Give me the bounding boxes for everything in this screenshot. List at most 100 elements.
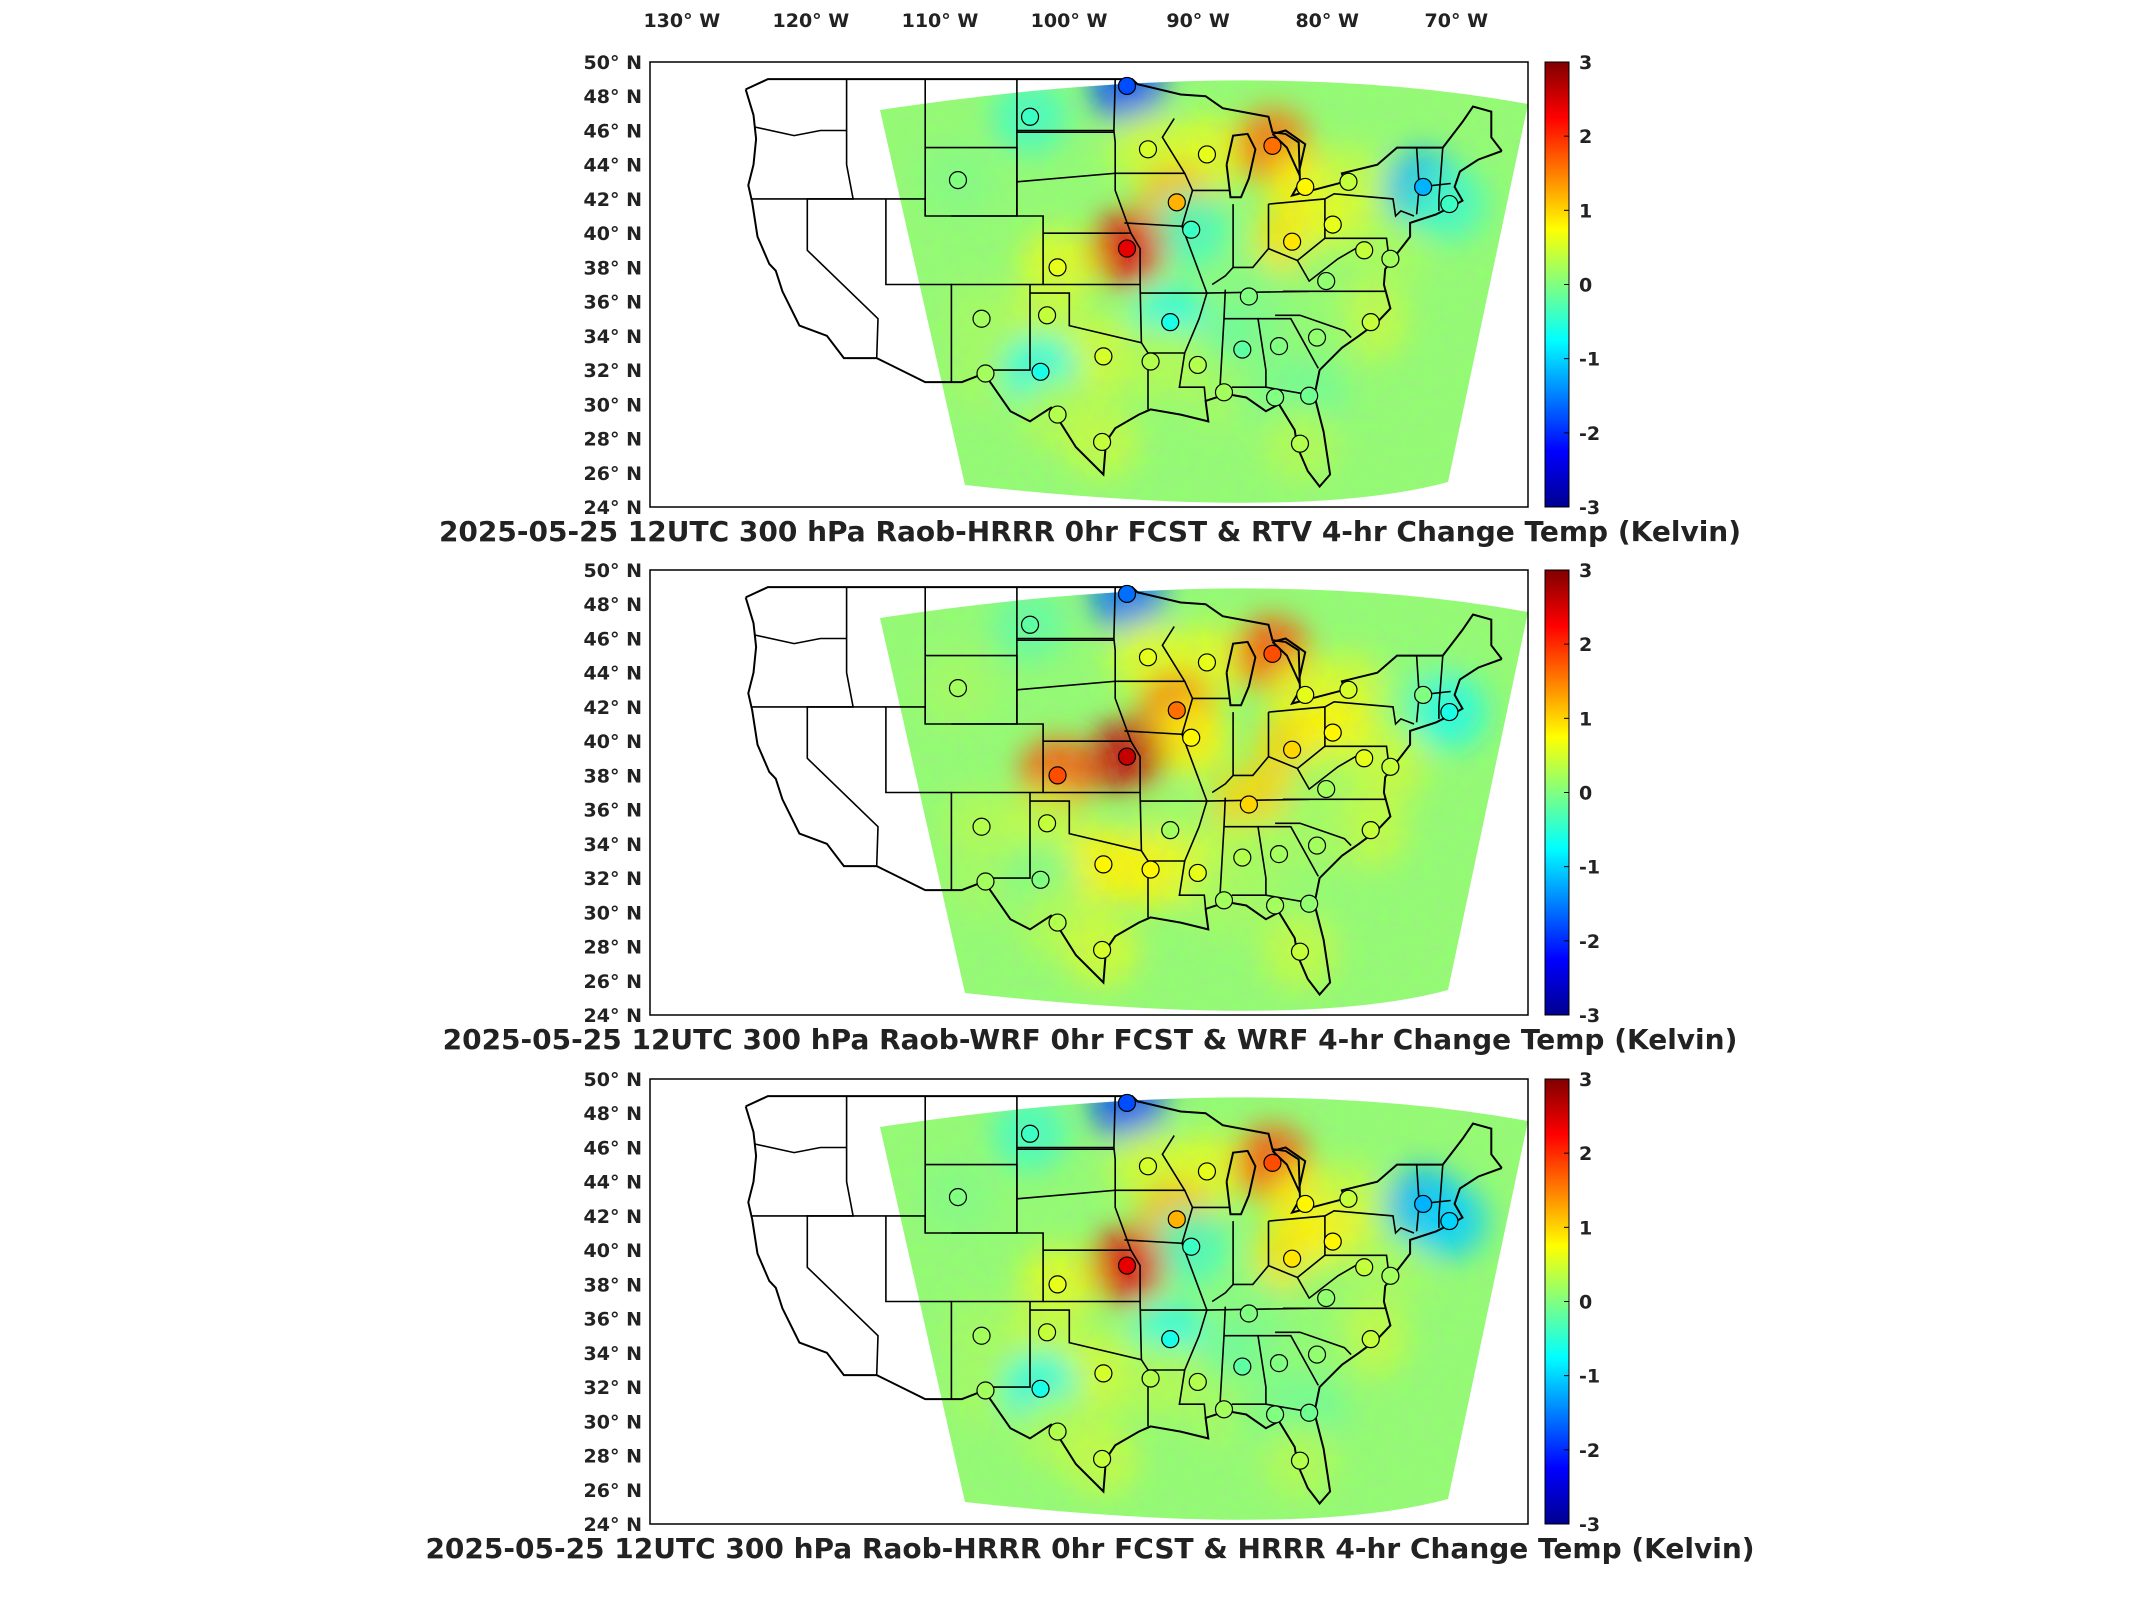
- station-marker: [1296, 685, 1315, 705]
- colorbar: 3 2 1 0 -1 -2 -3: [1544, 1069, 1600, 1536]
- station-marker: [1214, 1400, 1234, 1419]
- latitude-tick-label: 44° N: [584, 663, 642, 685]
- station-marker: [1323, 723, 1342, 742]
- map-frame: [649, 569, 1529, 1016]
- latitude-tick-label: 28° N: [584, 1446, 642, 1468]
- station-marker: [1117, 76, 1137, 96]
- station-marker: [1138, 140, 1158, 159]
- colorbar-tick-label: -2: [1579, 1440, 1600, 1462]
- longitude-tick-label: 110° W: [902, 10, 979, 32]
- map-panel: 50° N 48° N 46° N 44° N 42° N 40° N 38° N 36° N…: [425, 1069, 1754, 1565]
- station-marker: [1094, 347, 1113, 366]
- station-marker: [972, 817, 991, 836]
- station-marker: [1117, 1093, 1137, 1113]
- station-marker: [1355, 749, 1374, 768]
- station-marker: [1141, 1369, 1160, 1388]
- station-marker: [1381, 249, 1400, 268]
- station-marker: [1300, 894, 1319, 913]
- longitude-tick-label: 100° W: [1031, 10, 1108, 32]
- latitude-tick-label: 48° N: [584, 86, 642, 108]
- station-marker: [948, 170, 968, 190]
- map-panel: 50° N 48° N 46° N 44° N 42° N 40° N 38° N 36° N…: [439, 52, 1741, 548]
- station-marker: [1141, 352, 1160, 371]
- station-marker: [1307, 1345, 1327, 1364]
- latitude-tick-label: 42° N: [584, 697, 642, 719]
- station-marker: [1323, 215, 1342, 234]
- station-marker: [976, 872, 995, 891]
- station-marker: [1117, 1256, 1137, 1275]
- station-marker: [1269, 337, 1289, 356]
- station-marker: [1197, 1162, 1217, 1181]
- station-marker: [1361, 1330, 1380, 1349]
- station-marker: [1182, 220, 1201, 239]
- raob-stations: [948, 76, 1459, 453]
- station-marker: [948, 1187, 968, 1207]
- station-marker: [1239, 287, 1258, 306]
- station-marker: [1440, 1211, 1459, 1231]
- station-marker: [1048, 405, 1067, 424]
- station-marker: [1265, 896, 1285, 915]
- latitude-tick-label: 48° N: [584, 594, 642, 616]
- latitude-tick-label: 50° N: [584, 1069, 642, 1091]
- longitude-tick-label: 70° W: [1425, 10, 1489, 32]
- station-marker: [1339, 680, 1358, 699]
- latitude-tick-label: 36° N: [584, 1309, 642, 1331]
- station-marker: [1307, 328, 1327, 347]
- colorbar-tick-label: -3: [1579, 1005, 1600, 1027]
- station-marker: [976, 364, 995, 383]
- station-marker: [1339, 1189, 1358, 1208]
- latitude-tick-label: 46° N: [584, 1137, 642, 1159]
- longitude-tick-label: 80° W: [1295, 10, 1359, 32]
- colorbar-tick-label: -1: [1579, 857, 1600, 879]
- station-marker: [1263, 136, 1282, 155]
- latitude-tick-label: 32° N: [584, 868, 642, 890]
- latitude-tick-label: 32° N: [584, 1377, 642, 1399]
- latitude-tick-label: 40° N: [584, 223, 642, 245]
- station-marker: [1296, 177, 1315, 197]
- latitude-tick-label: 28° N: [584, 937, 642, 959]
- colorbar-tick-label: 2: [1579, 126, 1592, 148]
- station-marker: [1317, 779, 1336, 799]
- station-marker: [1440, 702, 1459, 722]
- latitude-tick-label: 30° N: [584, 902, 642, 924]
- station-marker: [1094, 1364, 1113, 1383]
- latitude-tick-label: 36° N: [584, 292, 642, 314]
- colorbar-tick-label: -3: [1579, 1514, 1600, 1536]
- station-marker: [1290, 942, 1310, 961]
- station-marker: [1300, 1403, 1319, 1422]
- station-marker: [1048, 766, 1067, 785]
- latitude-tick-label: 24° N: [584, 1005, 642, 1027]
- panel-title: 2025-05-25 12UTC 300 hPa Raob-HRRR 0hr F…: [439, 515, 1741, 548]
- station-marker: [1117, 747, 1137, 766]
- latitude-tick-label: 44° N: [584, 155, 642, 177]
- station-marker: [1300, 386, 1319, 405]
- station-marker: [1239, 795, 1258, 814]
- station-marker: [1161, 821, 1180, 840]
- station-marker: [1269, 845, 1289, 864]
- panel-title: 2025-05-25 12UTC 300 hPa Raob-HRRR 0hr F…: [425, 1532, 1754, 1565]
- station-marker: [1138, 648, 1158, 667]
- station-marker: [972, 1326, 991, 1345]
- station-marker: [1361, 313, 1380, 332]
- station-marker: [1283, 1249, 1302, 1268]
- latitude-tick-label: 38° N: [584, 257, 642, 279]
- latitude-tick-label: 42° N: [584, 1206, 642, 1228]
- station-marker: [1290, 434, 1310, 453]
- latitude-tick-label: 50° N: [584, 52, 642, 74]
- station-marker: [1355, 1258, 1374, 1277]
- latitude-tick-label: 48° N: [584, 1103, 642, 1125]
- colorbar-tick-label: 0: [1579, 783, 1592, 805]
- station-marker: [976, 1381, 995, 1400]
- station-marker: [1093, 1449, 1112, 1469]
- station-marker: [1414, 177, 1433, 197]
- station-marker: [1037, 306, 1057, 325]
- station-marker: [1263, 1153, 1282, 1172]
- station-marker: [1141, 860, 1160, 879]
- map-frame: [649, 1078, 1529, 1525]
- station-marker: [1048, 258, 1067, 277]
- station-marker: [1381, 1266, 1400, 1285]
- station-marker: [1117, 239, 1137, 258]
- station-marker: [1031, 362, 1050, 381]
- latitude-tick-label: 36° N: [584, 800, 642, 822]
- station-marker: [1138, 1157, 1158, 1176]
